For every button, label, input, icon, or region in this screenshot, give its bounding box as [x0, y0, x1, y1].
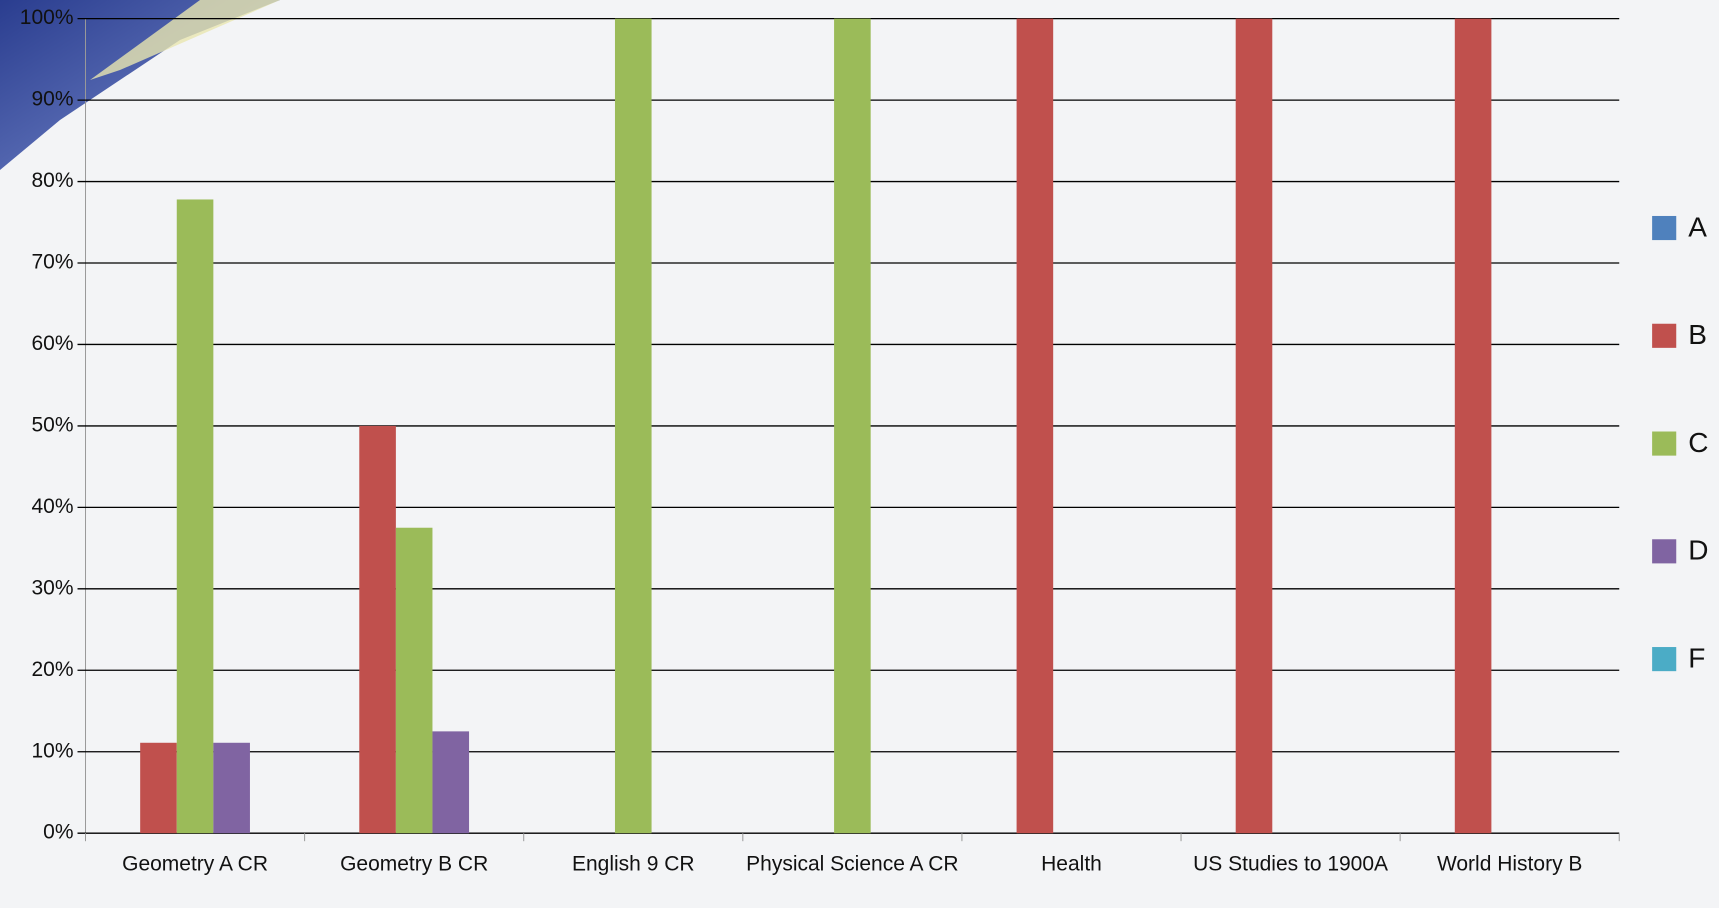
- y-tick-label: 30%: [31, 576, 73, 599]
- y-tick-label: 80%: [31, 169, 73, 192]
- y-tick-label: 90%: [31, 88, 73, 111]
- x-tick-label: Geometry A CR: [122, 853, 268, 876]
- y-tick-label: 70%: [31, 251, 73, 274]
- y-tick-label: 20%: [31, 658, 73, 681]
- bar: [1454, 18, 1492, 834]
- legend-swatch: [1652, 215, 1677, 241]
- bar: [213, 742, 250, 834]
- bar: [140, 742, 177, 834]
- legend-label: B: [1688, 319, 1707, 350]
- legend-label: C: [1688, 427, 1708, 458]
- bar: [1235, 18, 1273, 834]
- y-tick-label: 50%: [31, 413, 73, 436]
- legend-label: D: [1688, 535, 1708, 566]
- decor-swoosh-light: [90, 0, 280, 80]
- y-tick-label: 0%: [43, 821, 73, 844]
- bar: [176, 199, 214, 834]
- legend-label: A: [1688, 211, 1707, 242]
- bar: [1016, 18, 1054, 834]
- x-tick-label: Physical Science A CR: [746, 853, 958, 876]
- legend-swatch: [1652, 539, 1677, 564]
- y-tick-label: 10%: [31, 739, 73, 762]
- x-tick-label: Health: [1041, 853, 1102, 876]
- y-tick-label: 60%: [31, 332, 73, 355]
- y-tick-label: 100%: [20, 6, 74, 29]
- bar: [395, 527, 433, 834]
- legend-swatch: [1652, 323, 1677, 348]
- x-tick-label: English 9 CR: [572, 853, 695, 876]
- x-tick-label: US Studies to 1900A: [1193, 853, 1388, 876]
- x-tick-label: Geometry B CR: [340, 853, 488, 876]
- bar: [614, 18, 652, 834]
- bar: [432, 731, 470, 834]
- legend-label: F: [1688, 642, 1705, 673]
- y-tick-label: 40%: [31, 495, 73, 518]
- bar: [359, 425, 396, 834]
- x-tick-label: World History B: [1437, 853, 1582, 876]
- bar: [834, 18, 871, 834]
- decor-swoosh: [0, 0, 280, 170]
- legend-swatch: [1652, 647, 1677, 672]
- legend-swatch: [1652, 431, 1677, 456]
